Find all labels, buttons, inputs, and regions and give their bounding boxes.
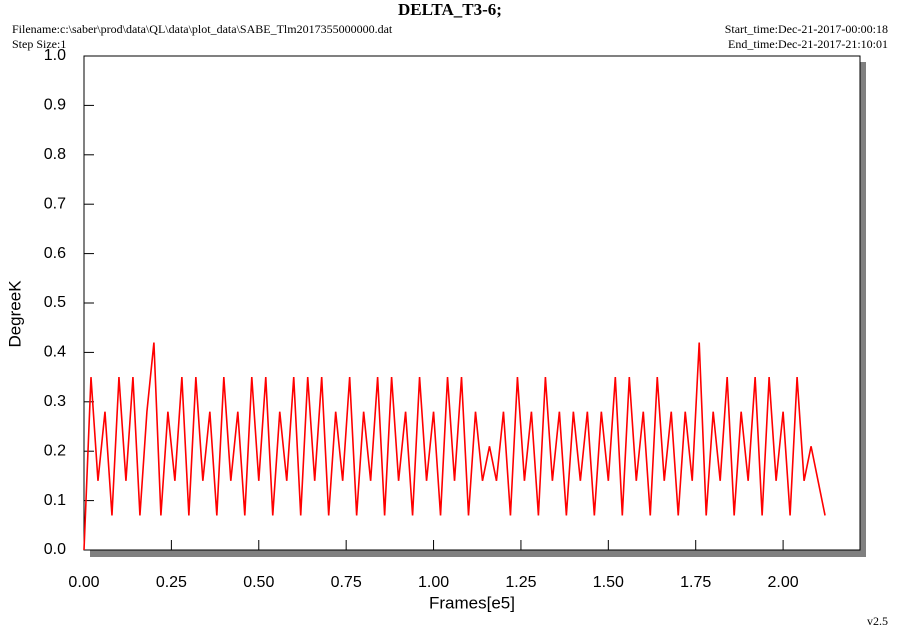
- x-tick-label: 1.75: [680, 574, 711, 591]
- x-tick-label: 2.00: [768, 574, 799, 591]
- y-tick-label: 0.4: [44, 344, 66, 361]
- y-axis-label: DegreeK: [5, 280, 24, 348]
- step-size: Step Size:1: [12, 37, 66, 51]
- y-tick-label: 1.0: [44, 47, 66, 64]
- plot-area: [83, 55, 861, 551]
- chart-title: DELTA_T3-6;: [398, 0, 502, 19]
- end-time: End_time:Dec-21-2017-21:10:01: [728, 37, 888, 51]
- version: v2.5: [867, 614, 888, 628]
- start-time: Start_time:Dec-21-2017-00:00:18: [725, 22, 888, 36]
- x-tick-label: 1.00: [418, 574, 449, 591]
- x-tick-label: 0.00: [68, 574, 99, 591]
- y-tick-label: 0.9: [44, 97, 66, 114]
- y-tick-label: 0.8: [44, 146, 66, 163]
- y-tick-label: 0.1: [44, 492, 66, 509]
- data-line: [83, 342, 826, 551]
- x-axis-label: Frames[e5]: [429, 593, 515, 612]
- y-tick-label: 0.6: [44, 245, 66, 262]
- x-tick-label: 0.25: [156, 574, 187, 591]
- x-tick-label: 1.25: [505, 574, 536, 591]
- y-tick-label: 0.5: [44, 294, 66, 311]
- y-tick-label: 0.7: [44, 195, 66, 212]
- filename: Filename:c:\saber\prod\data\QL\data\plot…: [12, 22, 393, 36]
- x-tick-label: 0.75: [331, 574, 362, 591]
- y-tick-label: 0.2: [44, 442, 66, 459]
- x-tick-label: 1.50: [593, 574, 624, 591]
- y-tick-label: 0.3: [44, 393, 66, 410]
- y-tick-label: 0.0: [44, 541, 66, 558]
- x-tick-label: 0.50: [243, 574, 274, 591]
